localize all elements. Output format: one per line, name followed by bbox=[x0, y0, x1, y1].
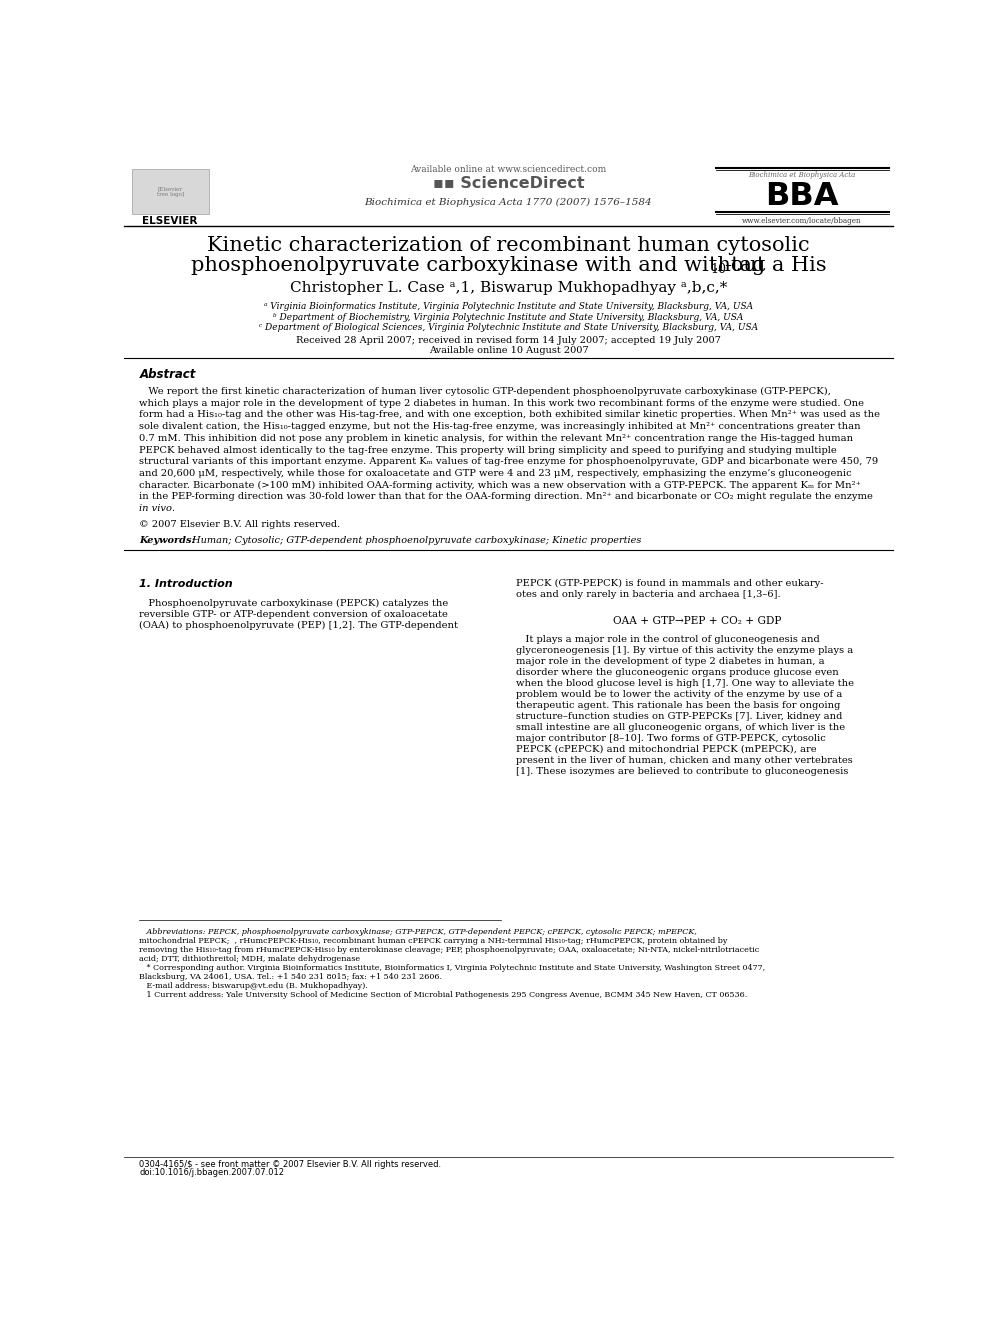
Text: Available online at www.sciencedirect.com: Available online at www.sciencedirect.co… bbox=[411, 165, 606, 173]
Text: Christopher L. Case ᵃ,1, Biswarup Mukhopadhyay ᵃ,b,c,*: Christopher L. Case ᵃ,1, Biswarup Mukhop… bbox=[290, 280, 727, 295]
Text: removing the His₁₀-tag from rHumcPEPCK-His₁₀ by enterokinase cleavage; PEP, phos: removing the His₁₀-tag from rHumcPEPCK-H… bbox=[139, 946, 760, 954]
Text: in the PEP-forming direction was 30-fold lower than that for the OAA-forming dir: in the PEP-forming direction was 30-fold… bbox=[139, 492, 873, 501]
Text: ᵃ Virginia Bioinformatics Institute, Virginia Polytechnic Institute and State Un: ᵃ Virginia Bioinformatics Institute, Vir… bbox=[264, 303, 753, 311]
Text: mitochondrial PEPCK;  , rHumcPEPCK-His₁₀, recombinant human cPEPCK carrying a NH: mitochondrial PEPCK; , rHumcPEPCK-His₁₀,… bbox=[139, 937, 728, 945]
Text: ▪▪ ScienceDirect: ▪▪ ScienceDirect bbox=[433, 176, 584, 191]
Text: disorder where the gluconeogenic organs produce glucose even: disorder where the gluconeogenic organs … bbox=[516, 668, 839, 676]
Text: otes and only rarely in bacteria and archaea [1,3–6].: otes and only rarely in bacteria and arc… bbox=[516, 590, 781, 599]
Bar bbox=[132, 169, 208, 214]
Text: major role in the development of type 2 diabetes in human, a: major role in the development of type 2 … bbox=[516, 656, 824, 665]
Text: PEPCK (GTP-PEPCK) is found in mammals and other eukary-: PEPCK (GTP-PEPCK) is found in mammals an… bbox=[516, 579, 823, 589]
Text: structure–function studies on GTP-PEPCKs [7]. Liver, kidney and: structure–function studies on GTP-PEPCKs… bbox=[516, 712, 842, 721]
Text: (OAA) to phosphoenolpyruvate (PEP) [1,2]. The GTP-dependent: (OAA) to phosphoenolpyruvate (PEP) [1,2]… bbox=[139, 622, 458, 631]
Text: Phosphoenolpyruvate carboxykinase (PEPCK) catalyzes the: Phosphoenolpyruvate carboxykinase (PEPCK… bbox=[139, 599, 448, 609]
Text: We report the first kinetic characterization of human liver cytosolic GTP-depend: We report the first kinetic characteriza… bbox=[139, 386, 831, 396]
Text: which plays a major role in the development of type 2 diabetes in human. In this: which plays a major role in the developm… bbox=[139, 398, 864, 407]
Text: www.elsevier.com/locate/bbagen: www.elsevier.com/locate/bbagen bbox=[742, 217, 862, 225]
Text: Abstract: Abstract bbox=[139, 368, 195, 381]
Text: structural variants of this important enzyme. Apparent Kₘ values of tag-free enz: structural variants of this important en… bbox=[139, 458, 879, 466]
Text: when the blood glucose level is high [1,7]. One way to alleviate the: when the blood glucose level is high [1,… bbox=[516, 679, 854, 688]
Text: [1]. These isozymes are believed to contribute to gluconeogenesis: [1]. These isozymes are believed to cont… bbox=[516, 766, 848, 775]
Text: 0.7 mM. This inhibition did not pose any problem in kinetic analysis, for within: 0.7 mM. This inhibition did not pose any… bbox=[139, 434, 853, 443]
Text: ᵇ Department of Biochemistry, Virginia Polytechnic Institute and State Universit: ᵇ Department of Biochemistry, Virginia P… bbox=[273, 312, 744, 321]
Text: Keywords:: Keywords: bbox=[139, 536, 195, 545]
Text: Human; Cytosolic; GTP-dependent phosphoenolpyruvate carboxykinase; Kinetic prope: Human; Cytosolic; GTP-dependent phosphoe… bbox=[189, 536, 642, 545]
Text: It plays a major role in the control of gluconeogenesis and: It plays a major role in the control of … bbox=[516, 635, 819, 643]
Text: * Corresponding author. Virginia Bioinformatics Institute, Bioinformatics I, Vir: * Corresponding author. Virginia Bioinfo… bbox=[139, 963, 766, 972]
Text: small intestine are all gluconeogenic organs, of which liver is the: small intestine are all gluconeogenic or… bbox=[516, 722, 845, 732]
Text: problem would be to lower the activity of the enzyme by use of a: problem would be to lower the activity o… bbox=[516, 689, 842, 699]
Text: sole divalent cation, the His₁₀-tagged enzyme, but not the His-tag-free enzyme, : sole divalent cation, the His₁₀-tagged e… bbox=[139, 422, 861, 431]
Text: 10: 10 bbox=[710, 263, 726, 275]
Text: Biochimica et Biophysica Acta: Biochimica et Biophysica Acta bbox=[748, 171, 856, 179]
Text: character. Bicarbonate (>100 mM) inhibited OAA-forming activity, which was a new: character. Bicarbonate (>100 mM) inhibit… bbox=[139, 480, 861, 490]
Text: Biochimica et Biophysica Acta 1770 (2007) 1576–1584: Biochimica et Biophysica Acta 1770 (2007… bbox=[365, 197, 652, 206]
Text: doi:10.1016/j.bbagen.2007.07.012: doi:10.1016/j.bbagen.2007.07.012 bbox=[139, 1168, 285, 1177]
Text: 0304-4165/$ - see front matter © 2007 Elsevier B.V. All rights reserved.: 0304-4165/$ - see front matter © 2007 El… bbox=[139, 1160, 441, 1170]
Text: 1. Introduction: 1. Introduction bbox=[139, 579, 233, 589]
Text: present in the liver of human, chicken and many other vertebrates: present in the liver of human, chicken a… bbox=[516, 755, 853, 765]
Text: reversible GTP- or ATP-dependent conversion of oxaloacetate: reversible GTP- or ATP-dependent convers… bbox=[139, 610, 448, 619]
Text: Kinetic characterization of recombinant human cytosolic: Kinetic characterization of recombinant … bbox=[207, 237, 809, 255]
Text: [Elsevier
tree logo]: [Elsevier tree logo] bbox=[157, 187, 184, 197]
Text: E-mail address: biswarup@vt.edu (B. Mukhopadhyay).: E-mail address: biswarup@vt.edu (B. Mukh… bbox=[139, 982, 368, 990]
Text: glyceroneogenesis [1]. By virtue of this activity the enzyme plays a: glyceroneogenesis [1]. By virtue of this… bbox=[516, 646, 853, 655]
Text: Abbreviations: PEPCK, phosphoenolpyruvate carboxykinase; GTP-PEPCK, GTP-dependen: Abbreviations: PEPCK, phosphoenolpyruvat… bbox=[139, 927, 697, 935]
Text: 1 Current address: Yale University School of Medicine Section of Microbial Patho: 1 Current address: Yale University Schoo… bbox=[139, 991, 748, 999]
Text: form had a His₁₀-tag and the other was His-tag-free, and with one exception, bot: form had a His₁₀-tag and the other was H… bbox=[139, 410, 880, 419]
Text: phosphoenolpyruvate carboxykinase with and without a His: phosphoenolpyruvate carboxykinase with a… bbox=[190, 255, 826, 275]
Text: -tag: -tag bbox=[724, 255, 766, 275]
Text: and 20,600 μM, respectively, while those for oxaloacetate and GTP were 4 and 23 : and 20,600 μM, respectively, while those… bbox=[139, 468, 852, 478]
Text: ELSEVIER: ELSEVIER bbox=[143, 216, 197, 226]
Text: PEPCK behaved almost identically to the tag-free enzyme. This property will brin: PEPCK behaved almost identically to the … bbox=[139, 446, 837, 455]
Text: PEPCK (cPEPCK) and mitochondrial PEPCK (mPEPCK), are: PEPCK (cPEPCK) and mitochondrial PEPCK (… bbox=[516, 745, 816, 754]
Text: acid; DTT, dithiothreitol; MDH, malate dehydrogenase: acid; DTT, dithiothreitol; MDH, malate d… bbox=[139, 955, 360, 963]
Text: Blacksburg, VA 24061, USA. Tel.: +1 540 231 8015; fax: +1 540 231 2606.: Blacksburg, VA 24061, USA. Tel.: +1 540 … bbox=[139, 972, 442, 980]
Text: Received 28 April 2007; received in revised form 14 July 2007; accepted 19 July : Received 28 April 2007; received in revi… bbox=[296, 336, 721, 345]
Text: BBA: BBA bbox=[766, 181, 839, 212]
Text: OAA + GTP→PEP + CO₂ + GDP: OAA + GTP→PEP + CO₂ + GDP bbox=[613, 617, 781, 626]
Text: therapeutic agent. This rationale has been the basis for ongoing: therapeutic agent. This rationale has be… bbox=[516, 701, 840, 709]
Text: in vivo.: in vivo. bbox=[139, 504, 176, 513]
Text: major contributor [8–10]. Two forms of GTP-PEPCK, cytosolic: major contributor [8–10]. Two forms of G… bbox=[516, 734, 825, 742]
Text: © 2007 Elsevier B.V. All rights reserved.: © 2007 Elsevier B.V. All rights reserved… bbox=[139, 520, 340, 529]
Text: ᶜ Department of Biological Sciences, Virginia Polytechnic Institute and State Un: ᶜ Department of Biological Sciences, Vir… bbox=[259, 323, 758, 332]
Text: Available online 10 August 2007: Available online 10 August 2007 bbox=[429, 347, 588, 355]
